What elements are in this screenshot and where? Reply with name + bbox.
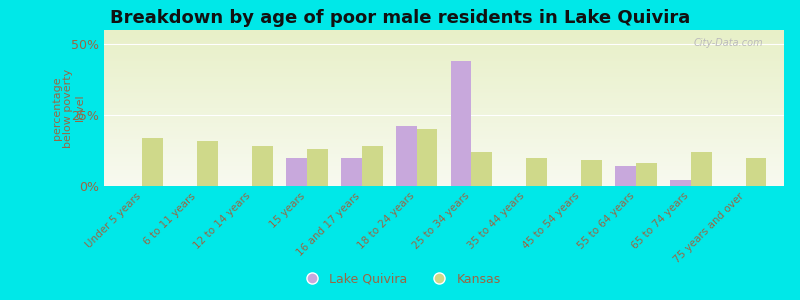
Bar [636,163,657,186]
Bar [286,158,307,186]
Bar [581,160,602,186]
Text: Breakdown by age of poor male residents in Lake Quivira: Breakdown by age of poor male residents … [110,9,690,27]
Bar [526,158,547,186]
Bar [746,158,766,186]
Bar [362,146,382,186]
Text: City-Data.com: City-Data.com [694,38,763,48]
Bar [615,166,636,186]
Bar [670,180,690,186]
Legend: Lake Quivira, Kansas: Lake Quivira, Kansas [294,268,506,291]
Bar [396,126,417,186]
Bar [198,141,218,186]
Bar [252,146,273,186]
Bar [471,152,492,186]
Y-axis label: percentage
below poverty
level: percentage below poverty level [52,68,85,148]
Bar [341,158,362,186]
Bar [142,138,163,186]
Bar [450,61,471,186]
Bar [417,129,438,186]
Bar [690,152,712,186]
Bar [307,149,328,186]
